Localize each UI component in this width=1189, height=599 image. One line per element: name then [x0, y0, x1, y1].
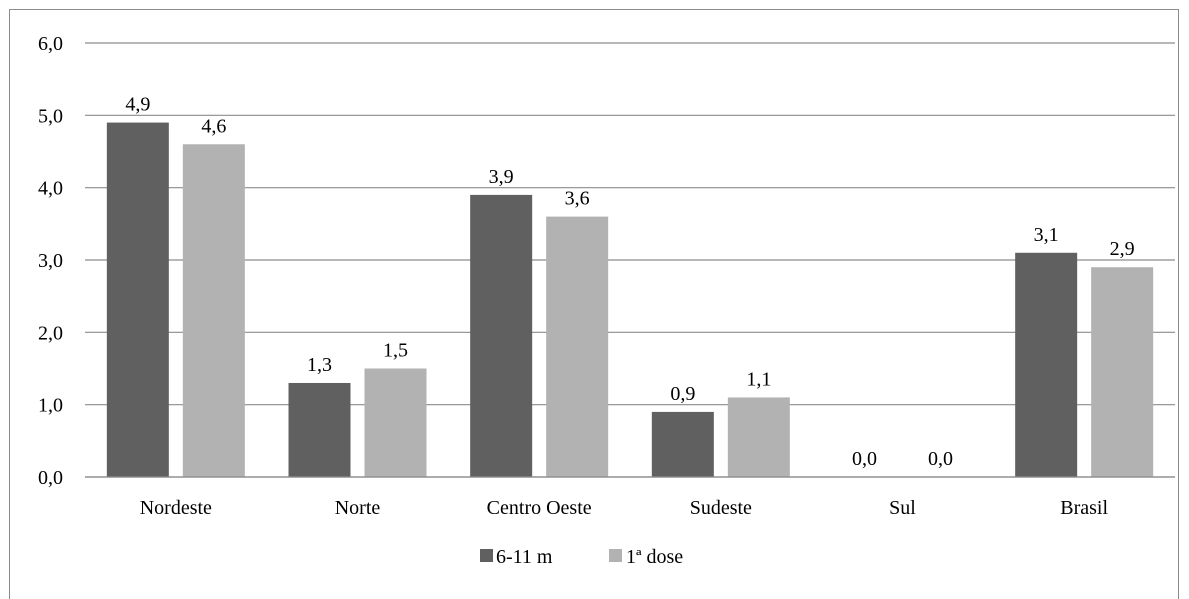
bar	[651, 411, 714, 477]
bar	[288, 382, 351, 477]
data-label: 2,9	[1110, 238, 1135, 260]
data-label: 0,0	[928, 448, 953, 470]
data-label: 4,6	[201, 115, 226, 137]
data-label: 3,6	[565, 188, 590, 210]
bar	[1015, 252, 1078, 477]
y-tick-label: 4,0	[38, 178, 63, 200]
data-label: 1,3	[307, 354, 332, 376]
data-label: 3,1	[1034, 224, 1059, 246]
x-tick-label: Sul	[889, 497, 916, 519]
y-tick-label: 0,0	[38, 467, 63, 489]
data-label: 3,9	[489, 166, 514, 188]
data-label: 0,9	[670, 383, 695, 405]
y-tick-label: 2,0	[38, 322, 63, 344]
x-tick-label: Norte	[335, 497, 381, 519]
data-label: 0,0	[852, 448, 877, 470]
x-tick-label: Sudeste	[690, 497, 752, 519]
bar	[546, 216, 609, 477]
legend-label: 1ª dose	[626, 546, 683, 568]
bar	[727, 397, 790, 477]
y-tick-label: 5,0	[38, 105, 63, 127]
bar	[106, 122, 169, 478]
legend-label: 6-11 m	[496, 546, 553, 568]
bar	[364, 368, 427, 477]
legend-swatch	[480, 549, 493, 562]
x-tick-label: Nordeste	[140, 497, 212, 519]
chart-frame	[9, 9, 1179, 599]
x-tick-label: Centro Oeste	[487, 497, 592, 519]
y-tick-label: 1,0	[38, 395, 63, 417]
data-label: 1,1	[746, 368, 771, 390]
bar	[1091, 267, 1154, 477]
data-label: 4,9	[125, 94, 150, 116]
y-tick-label: 6,0	[38, 33, 63, 55]
legend-swatch	[609, 549, 622, 562]
data-label: 1,5	[383, 340, 408, 362]
x-tick-label: Brasil	[1060, 497, 1108, 519]
bar	[470, 194, 533, 477]
y-tick-label: 3,0	[38, 250, 63, 272]
bar	[182, 144, 245, 477]
